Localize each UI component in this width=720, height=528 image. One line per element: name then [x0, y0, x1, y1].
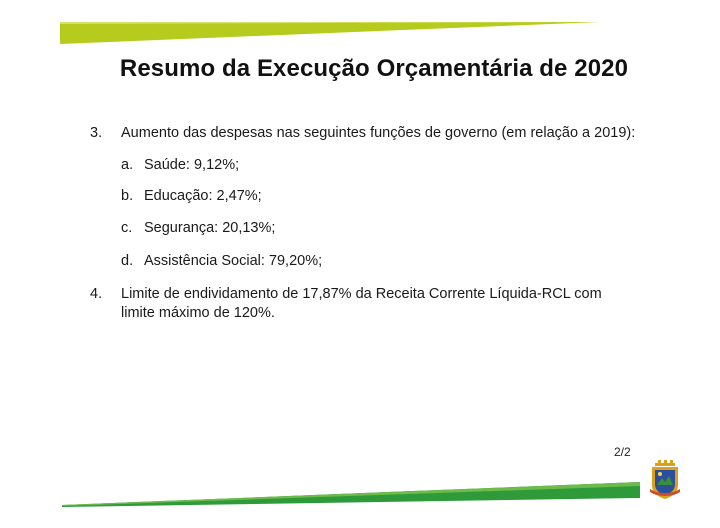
- list-item-text-line1: Limite de endividamento de 17,87% da Rec…: [121, 286, 602, 302]
- list-item-number: 4.: [90, 286, 103, 302]
- list-item-number: 3.: [90, 125, 103, 141]
- top-accent-bar: [60, 22, 600, 44]
- sub-item-letter: c.: [121, 220, 133, 236]
- bottom-accent-bar: [62, 482, 640, 507]
- sub-item-letter: d.: [121, 253, 134, 269]
- sub-item-a: a. Saúde: 9,12%;: [121, 155, 521, 175]
- sub-item-text: Assistência Social: 79,20%;: [144, 253, 323, 269]
- list-item-text-line2: limite máximo de 120%.: [121, 305, 275, 321]
- sub-item-text: Saúde: 9,12%;: [144, 157, 240, 173]
- sub-item-b: b. Educação: 2,47%;: [121, 186, 521, 206]
- sub-item-d: d. Assistência Social: 79,20%;: [121, 251, 521, 271]
- list-item-3: 3. Aumento das despesas nas seguintes fu…: [90, 123, 690, 143]
- slide-title: Resumo da Execução Orçamentária de 2020: [119, 55, 629, 82]
- content-list: 3. Aumento das despesas nas seguintes fu…: [90, 123, 690, 324]
- list-item-4: 4. Limite de endividamento de 17,87% da …: [90, 284, 690, 324]
- sub-item-letter: a.: [121, 157, 134, 173]
- sub-item-c: c. Segurança: 20,13%;: [121, 218, 521, 238]
- sub-item-text: Educação: 2,47%;: [144, 188, 262, 204]
- sub-item-letter: b.: [121, 188, 134, 204]
- list-item-text: Aumento das despesas nas seguintes funçõ…: [121, 125, 636, 141]
- page-number: 2/2: [614, 445, 631, 459]
- sub-item-text: Segurança: 20,13%;: [144, 220, 276, 236]
- municipal-coat-of-arms-icon: [650, 460, 680, 499]
